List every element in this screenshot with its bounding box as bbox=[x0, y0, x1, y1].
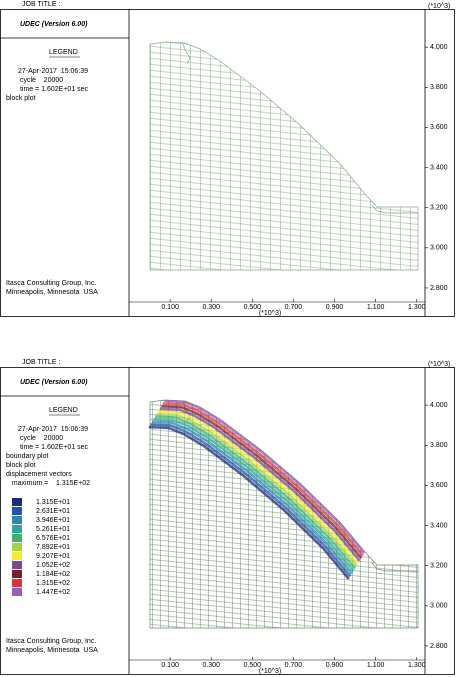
x-tick-label: 1.300 bbox=[408, 662, 426, 669]
legend-swatch bbox=[12, 579, 22, 587]
displacement-band bbox=[154, 415, 357, 570]
y-tick-label: 3.400 bbox=[430, 522, 448, 529]
x-tick-label: 0.900 bbox=[326, 662, 344, 669]
joint-trace bbox=[182, 43, 191, 65]
panel: JOB TITLE : UDEC (Version 6.00) LEGEND 27-A… bbox=[0, 1, 455, 317]
displacement-band bbox=[158, 410, 360, 565]
y-tick-label: 3.600 bbox=[430, 482, 448, 489]
y-tick-label: 2.800 bbox=[430, 285, 448, 292]
x-tick-label: 1.100 bbox=[367, 662, 385, 669]
displacement-band bbox=[156, 412, 358, 567]
info-line: time = 1.602E+01 sec bbox=[18, 444, 89, 451]
legend-swatch bbox=[12, 534, 22, 542]
legend-label: 6.576E+01 bbox=[36, 535, 70, 542]
legend-label: 3.946E+01 bbox=[36, 517, 70, 524]
x-tick-label: 0.100 bbox=[161, 304, 179, 311]
displacement-band bbox=[150, 423, 352, 578]
displacement-band bbox=[161, 404, 363, 560]
displacement-band bbox=[162, 402, 364, 557]
frame bbox=[0, 367, 455, 675]
x-tick-label: 0.700 bbox=[285, 304, 303, 311]
legend-swatch bbox=[12, 561, 22, 569]
legend-swatch bbox=[12, 588, 22, 596]
legend-label: 5.261E+01 bbox=[36, 526, 70, 533]
y-tick-label: 3.000 bbox=[430, 245, 448, 252]
axis-scale: (*10^3) bbox=[259, 668, 281, 675]
legend-label: 1.315E+02 bbox=[36, 580, 70, 587]
x-tick-label: 0.300 bbox=[202, 304, 220, 311]
info-line: cycle 20000 bbox=[18, 435, 63, 442]
info-line: 27-Apr-2017 15:06:39 bbox=[18, 68, 88, 75]
legend-swatch bbox=[12, 507, 22, 515]
displacement-band bbox=[159, 407, 361, 562]
info-line: boundary plot bbox=[6, 453, 48, 460]
info-line: 27-Apr-2017 15:06:39 bbox=[18, 426, 88, 433]
info-line: cycle 20000 bbox=[18, 77, 63, 84]
footer-line: Minneapolis, Minnesota USA bbox=[6, 647, 98, 654]
y-tick-label: 3.800 bbox=[430, 442, 448, 449]
x-tick-label: 0.900 bbox=[326, 304, 344, 311]
legend-label: 1.184E+02 bbox=[36, 571, 70, 578]
job-title: JOB TITLE : bbox=[22, 359, 60, 366]
legend-swatch bbox=[12, 552, 22, 560]
x-tick-label: 0.500 bbox=[244, 662, 262, 669]
footer-line: Itasca Consulting Group, Inc. bbox=[6, 280, 96, 287]
x-tick-label: 1.100 bbox=[367, 304, 385, 311]
panel-title: UDEC (Version 6.00) bbox=[20, 21, 88, 28]
y-tick-label: 3.400 bbox=[430, 164, 448, 171]
legend-label: 7.892E+01 bbox=[36, 544, 70, 551]
x-tick-label: 0.100 bbox=[161, 662, 179, 669]
axis-scale: (*10^3) bbox=[428, 3, 450, 10]
legend-label: 1.052E+02 bbox=[36, 562, 70, 569]
legend-label: 1.315E+01 bbox=[36, 499, 70, 506]
legend-swatch bbox=[12, 516, 22, 524]
displacement-band bbox=[164, 399, 366, 554]
info-line: maximum = 1.315E+02 bbox=[6, 480, 90, 487]
toe-notch bbox=[371, 562, 418, 572]
block-mesh bbox=[149, 41, 419, 271]
info-line: displacement vectors bbox=[6, 471, 72, 478]
y-tick-label: 3.600 bbox=[430, 124, 448, 131]
info-line: time = 1.602E+01 sec bbox=[18, 86, 89, 93]
x-tick-label: 1.300 bbox=[408, 304, 426, 311]
y-tick-label: 3.000 bbox=[430, 603, 448, 610]
legend-swatch bbox=[12, 498, 22, 506]
info-line: block plot bbox=[6, 95, 36, 102]
toe-notch bbox=[371, 204, 418, 214]
y-tick-label: 4.000 bbox=[430, 402, 448, 409]
legend-label: 2.631E+01 bbox=[36, 508, 70, 515]
frame bbox=[0, 9, 455, 317]
legend-swatch bbox=[12, 543, 22, 551]
x-tick-label: 0.300 bbox=[202, 662, 220, 669]
info-line: block plot bbox=[6, 462, 36, 469]
displacement-band bbox=[151, 420, 353, 575]
legend-swatch bbox=[12, 570, 22, 578]
y-tick-label: 4.000 bbox=[430, 44, 448, 51]
legend-label: 1.447E+02 bbox=[36, 589, 70, 596]
y-tick-label: 2.800 bbox=[430, 643, 448, 650]
legend-label: 9.207E+01 bbox=[36, 553, 70, 560]
x-tick-label: 0.700 bbox=[285, 662, 303, 669]
y-tick-label: 3.800 bbox=[430, 84, 448, 91]
displacement-band bbox=[153, 417, 355, 573]
axis-scale: (*10^3) bbox=[428, 361, 450, 368]
footer-line: Minneapolis, Minnesota USA bbox=[6, 289, 98, 296]
displacement-band bbox=[148, 425, 350, 580]
panel-title: UDEC (Version 6.00) bbox=[20, 379, 88, 386]
y-tick-label: 3.200 bbox=[430, 563, 448, 570]
axis-scale: (*10^3) bbox=[259, 310, 281, 317]
footer-line: Itasca Consulting Group, Inc. bbox=[6, 638, 96, 645]
legend-swatch bbox=[12, 525, 22, 533]
legend-title: LEGEND bbox=[49, 49, 78, 56]
legend-title: LEGEND bbox=[49, 407, 78, 414]
y-tick-label: 3.200 bbox=[430, 205, 448, 212]
panel: JOB TITLE : UDEC (Version 6.00) LEGEND 27-A… bbox=[0, 359, 455, 675]
x-tick-label: 0.500 bbox=[244, 304, 262, 311]
job-title: JOB TITLE : bbox=[22, 1, 60, 8]
